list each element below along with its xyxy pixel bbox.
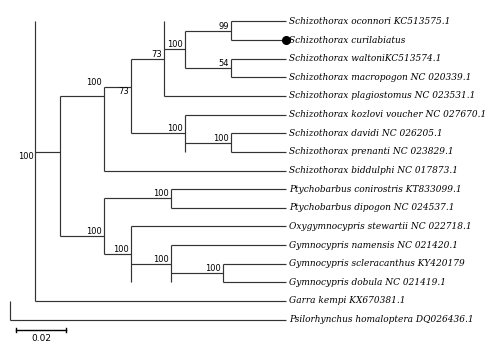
Text: Schizothorax plagiostomus NC 023531.1: Schizothorax plagiostomus NC 023531.1: [289, 92, 476, 101]
Text: Garra kempi KX670381.1: Garra kempi KX670381.1: [289, 296, 406, 305]
Text: Ptychobarbus dipogon NC 024537.1: Ptychobarbus dipogon NC 024537.1: [289, 203, 454, 212]
Text: Schizothorax oconnori KC513575.1: Schizothorax oconnori KC513575.1: [289, 17, 450, 26]
Text: Ptychobarbus conirostris KT833099.1: Ptychobarbus conirostris KT833099.1: [289, 185, 462, 194]
Text: 100: 100: [154, 189, 170, 198]
Text: Schizothorax davidi NC 026205.1: Schizothorax davidi NC 026205.1: [289, 129, 443, 138]
Text: 99: 99: [218, 22, 228, 31]
Text: 100: 100: [86, 227, 102, 236]
Text: Oxygymnocypris stewartii NC 022718.1: Oxygymnocypris stewartii NC 022718.1: [289, 222, 472, 231]
Text: Gymnocypris scleracanthus KY420179: Gymnocypris scleracanthus KY420179: [289, 259, 465, 268]
Text: 100: 100: [206, 264, 221, 273]
Text: 100: 100: [167, 124, 182, 133]
Text: Gymnocypris namensis NC 021420.1: Gymnocypris namensis NC 021420.1: [289, 240, 458, 249]
Text: Schizothorax biddulphi NC 017873.1: Schizothorax biddulphi NC 017873.1: [289, 166, 458, 175]
Text: 100: 100: [213, 134, 228, 143]
Text: Psilorhynchus homaloptera DQ026436.1: Psilorhynchus homaloptera DQ026436.1: [289, 315, 474, 324]
Text: 100: 100: [154, 255, 170, 264]
Text: Schizothorax waltoniKC513574.1: Schizothorax waltoniKC513574.1: [289, 54, 442, 63]
Text: 54: 54: [218, 59, 228, 68]
Text: 100: 100: [114, 245, 129, 254]
Text: 100: 100: [86, 78, 102, 87]
Text: 100: 100: [167, 40, 182, 49]
Text: Schizothorax prenanti NC 023829.1: Schizothorax prenanti NC 023829.1: [289, 147, 454, 156]
Text: 73: 73: [118, 87, 129, 96]
Text: Gymnocypris dobula NC 021419.1: Gymnocypris dobula NC 021419.1: [289, 278, 446, 287]
Text: Schizothorax macropogon NC 020339.1: Schizothorax macropogon NC 020339.1: [289, 73, 472, 82]
Text: 0.02: 0.02: [31, 334, 51, 343]
Text: Schizothorax curilabiatus: Schizothorax curilabiatus: [289, 35, 406, 44]
Text: 73: 73: [151, 50, 162, 59]
Text: Schizothorax kozlovi voucher NC 027670.1: Schizothorax kozlovi voucher NC 027670.1: [289, 110, 486, 119]
Text: 100: 100: [18, 152, 34, 161]
